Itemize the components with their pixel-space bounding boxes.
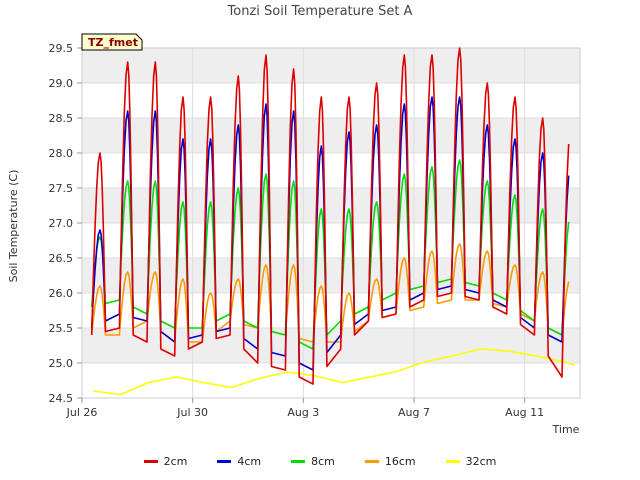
grid-band [82,118,580,153]
x-tick-label: Jul 26 [66,406,98,419]
y-tick-label: 26.5 [49,252,74,265]
legend-label: 16cm [384,454,416,468]
grid-band [82,258,580,293]
legend-label: 32cm [465,454,497,468]
series-line-32cm [92,348,575,396]
y-tick-label: 27.0 [49,217,74,230]
legend-swatch [364,459,379,463]
series-lines [90,47,575,396]
annotation-box [81,33,143,51]
legend-label: 4cm [237,454,262,468]
y-tick-label: 29.5 [49,42,74,55]
y-tick-label: 27.5 [49,182,74,195]
legend-item-8cm: 8cm [291,452,335,470]
grid-band [82,188,580,223]
chart-title: Tonzi Soil Temperature Set A [227,4,413,19]
legend-label: 8cm [311,454,335,468]
legend: 2cm 4cm 8cm 16cm 32cm [0,452,640,470]
legend-item-32cm: 32cm [445,452,497,470]
y-axis-ticks: 24.5 25.0 25.5 26.0 26.5 27.0 27.5 28.0 28.5 29.0… [49,42,82,405]
legend-item-2cm: 2cm [143,452,188,470]
y-tick-label: 28.0 [49,147,74,160]
legend-item-4cm: 4cm [217,452,261,470]
legend-label: 2cm [163,454,188,468]
y-tick-label: 28.5 [49,112,74,125]
x-tick-label: Jul 30 [176,406,208,419]
y-tick-label: 26.0 [49,287,74,300]
series-line-2cm [90,47,570,385]
x-tick-label: Aug 11 [505,406,544,419]
plot-bands [82,48,580,363]
grid-band [82,328,580,363]
legend-swatch [217,459,232,463]
legend-swatch [291,459,306,463]
y-tick-label: 25.5 [49,322,74,335]
legend-item-16cm: 16cm [364,452,416,470]
x-axis-label: Time [552,423,580,436]
site-annotation: TZ_fmet [81,33,143,51]
x-axis-ticks: Jul 26 Jul 30 Aug 3 Aug 7 Aug 11 [66,398,544,419]
y-tick-label: 25.0 [49,357,74,370]
legend-swatch [143,459,158,463]
legend-swatch [445,459,460,463]
y-tick-label: 24.5 [49,392,74,405]
x-tick-label: Aug 3 [287,406,319,419]
y-axis-label: Soil Temperature (C) [7,170,20,283]
y-tick-label: 29.0 [49,77,74,90]
grid-band [82,48,580,83]
x-tick-label: Aug 7 [398,406,430,419]
annotation-text: TZ_fmet [88,36,138,49]
